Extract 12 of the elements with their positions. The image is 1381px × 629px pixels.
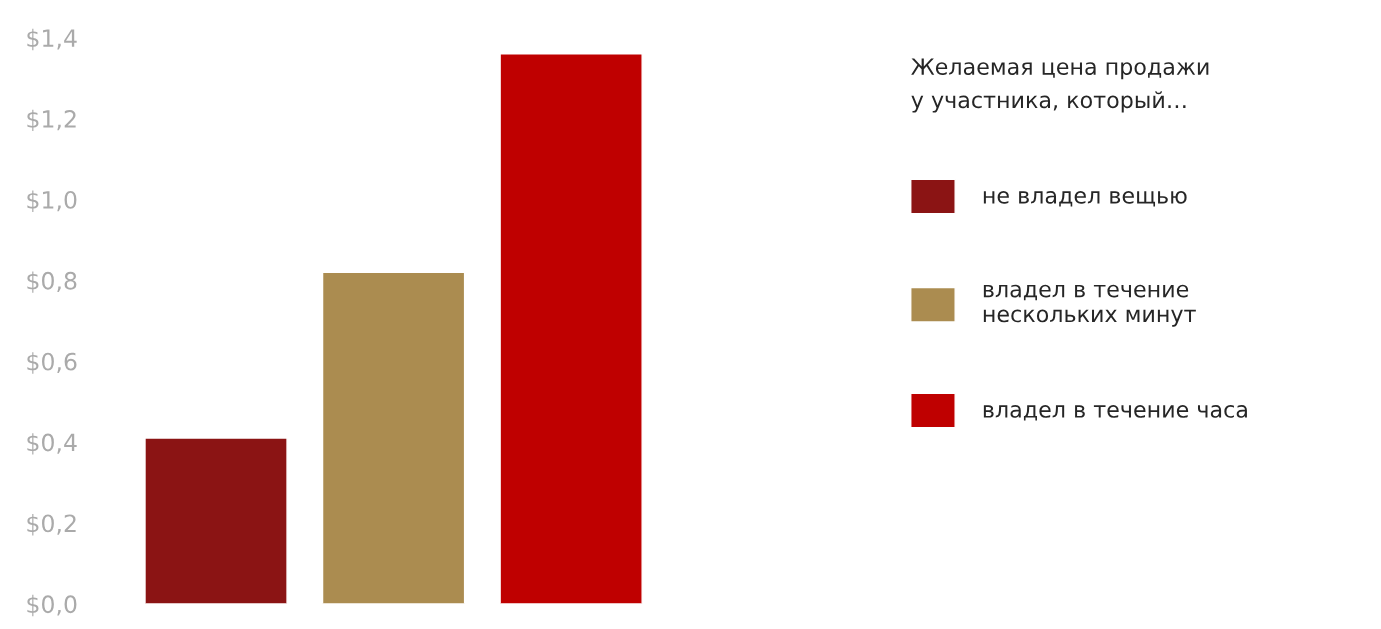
y-tick-label: $0,4 <box>27 433 77 455</box>
y-tick-label: $0,0 <box>27 594 77 617</box>
y-tick-label: $1,0 <box>27 190 77 212</box>
y-tick-label: $0,6 <box>27 352 77 374</box>
y-tick-label: $0,2 <box>27 514 76 536</box>
legend-label: владел в течение нескольких минут <box>983 284 1196 327</box>
legend-label: не владел вещью <box>983 191 1187 207</box>
y-tick-label: $1,2 <box>27 109 76 132</box>
y-tick-label: $0,8 <box>27 271 77 293</box>
y-tick-label: $1,4 <box>27 28 77 51</box>
legend-label: владел в течение часа <box>983 405 1247 421</box>
legend-title: Желаемая цена продажи у участника, который… <box>911 58 1209 113</box>
